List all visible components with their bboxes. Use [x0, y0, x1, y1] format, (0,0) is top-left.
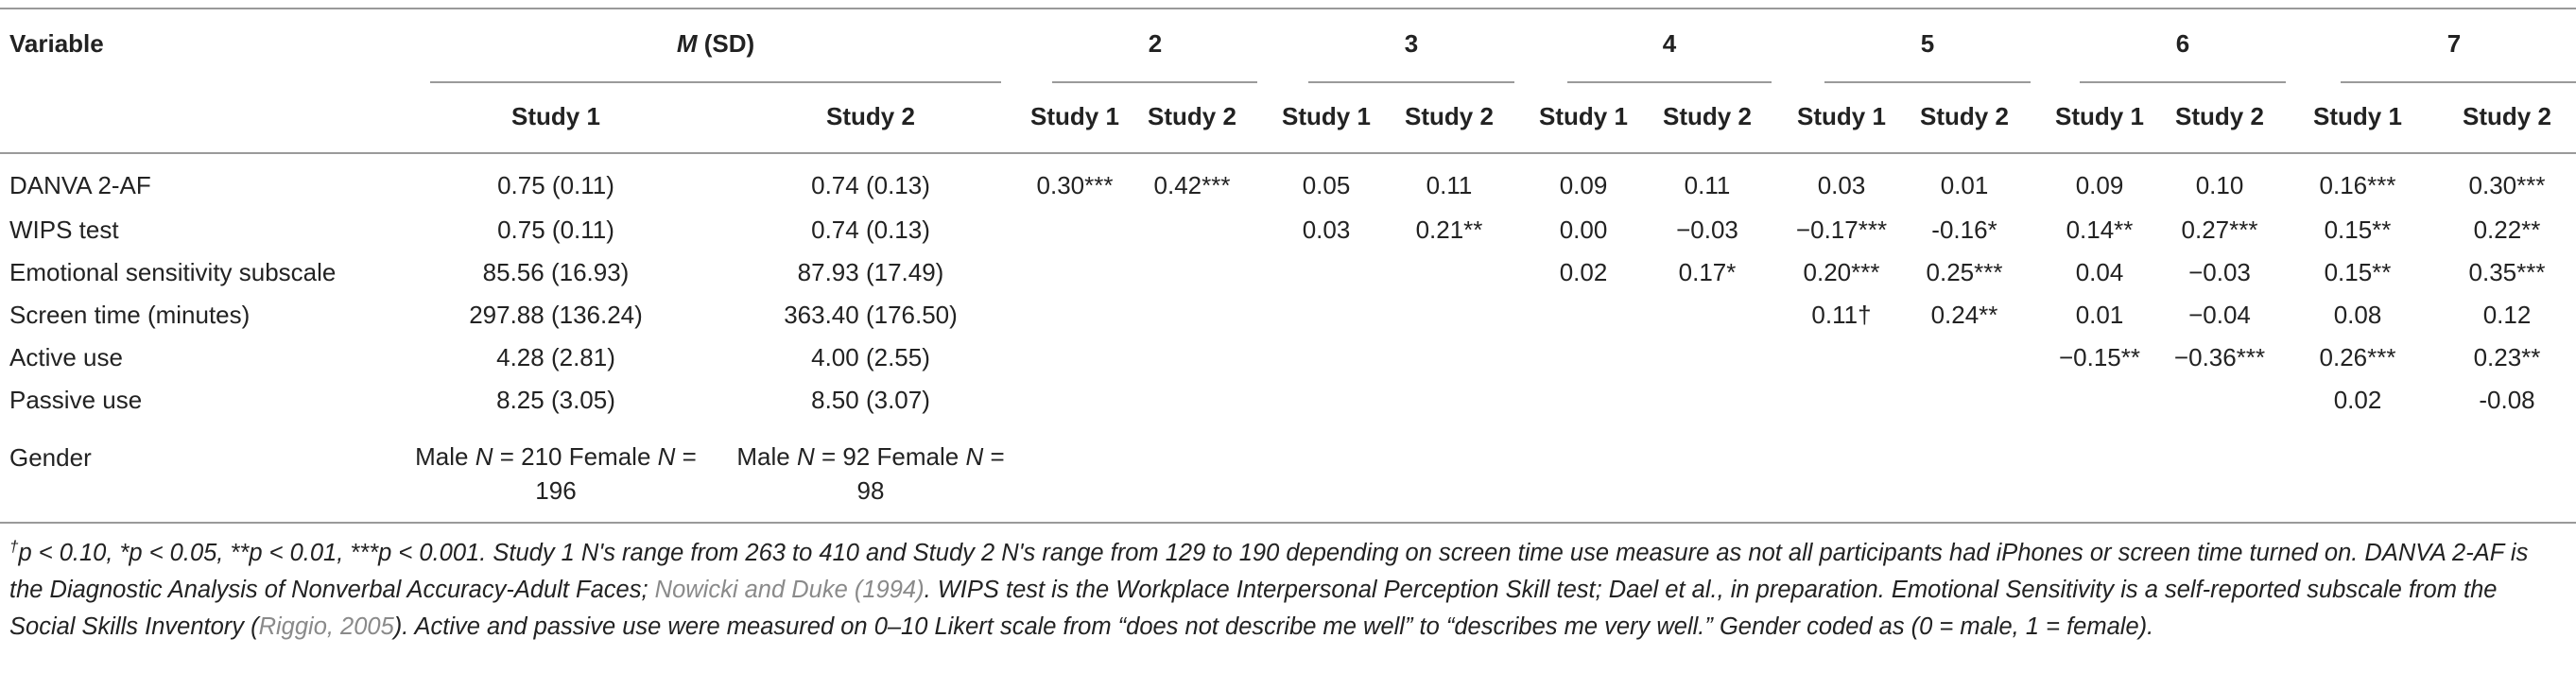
header-group-3: 3	[1404, 29, 1419, 58]
correlation-cell: 0.10	[2195, 171, 2244, 199]
correlation-cell: −0.17***	[1795, 216, 1888, 244]
correlation-cell: 0.15**	[2324, 216, 2392, 244]
mean-sd-study-2: 363.40 (176.50)	[784, 301, 958, 329]
group-6-rule	[2080, 81, 2286, 83]
footnote-ref-riggio[interactable]: Riggio, 2005	[258, 613, 394, 640]
group-5-rule	[1824, 81, 2031, 83]
correlation-cell: 0.16***	[2319, 171, 2396, 199]
header-variable: Variable	[9, 29, 104, 58]
correlation-cell: 0.26***	[2319, 343, 2396, 371]
header-study-1: Study 1	[1797, 102, 1886, 130]
mean-sd-study-2: 0.74 (0.13)	[811, 171, 930, 199]
correlation-cell: 0.11†	[1811, 301, 1872, 329]
correlation-cell: 0.21**	[1415, 216, 1483, 244]
header-group-5: 5	[1920, 29, 1935, 58]
header-study-1: Study 1	[2055, 102, 2144, 130]
correlation-cell: 0.24**	[1930, 301, 1998, 329]
correlation-cell: −0.15**	[2058, 343, 2141, 371]
correlation-cell: 0.17*	[1678, 258, 1737, 286]
header-study-2: Study 2	[1920, 102, 2009, 130]
correlation-cell: 0.12	[2482, 301, 2532, 329]
mean-sd-study-2: 8.50 (3.07)	[811, 386, 930, 414]
header-study-2: Study 2	[1405, 102, 1494, 130]
header-study-2: Study 2	[1148, 102, 1236, 130]
correlation-cell: 0.02	[2333, 386, 2382, 414]
mean-sd-study-1: 85.56 (16.93)	[482, 258, 630, 286]
row-variable: Screen time (minutes)	[9, 301, 251, 329]
group-4-rule	[1567, 81, 1772, 83]
correlation-cell: 0.42***	[1153, 171, 1231, 199]
mean-sd-study-2: 4.00 (2.55)	[811, 343, 930, 371]
correlation-cell: 0.27***	[2181, 216, 2258, 244]
header-group-7: 7	[2446, 29, 2462, 58]
header-msd: M (SD)	[676, 29, 755, 58]
row-variable: DANVA 2-AF	[9, 171, 151, 199]
correlation-cell: 0.23**	[2473, 343, 2541, 371]
row-variable-gender: Gender	[9, 443, 92, 472]
mean-sd-study-1: 4.28 (2.81)	[496, 343, 615, 371]
header-study-2: Study 2	[2463, 102, 2551, 130]
correlation-cell: 0.11	[1684, 171, 1731, 199]
correlation-cell: -0.16*	[1931, 216, 1997, 244]
correlation-cell: 0.09	[1559, 171, 1608, 199]
correlation-cell: 0.01	[2075, 301, 2124, 329]
header-study-1: Study 1	[1282, 102, 1371, 130]
mean-sd-study-1: 297.88 (136.24)	[469, 301, 643, 329]
correlation-cell: 0.35***	[2468, 258, 2546, 286]
row-variable: Active use	[9, 343, 123, 371]
correlation-cell: −0.03	[1676, 216, 1738, 244]
correlation-cell: 0.03	[1302, 216, 1351, 244]
correlation-cell: 0.01	[1940, 171, 1989, 199]
correlation-cell: 0.00	[1559, 216, 1608, 244]
group-3-rule	[1308, 81, 1514, 83]
header-study-1: Study 1	[511, 102, 600, 130]
row-variable: WIPS test	[9, 216, 119, 244]
correlation-cell: -0.08	[2479, 386, 2535, 414]
group-2-rule	[1052, 81, 1257, 83]
table-footnote: †p < 0.10, *p < 0.05, **p < 0.01, ***p <…	[9, 537, 2529, 641]
correlation-cell: 0.02	[1559, 258, 1608, 286]
correlation-cell: 0.20***	[1803, 258, 1880, 286]
header-study-2: Study 2	[2175, 102, 2264, 130]
correlation-cell: −0.04	[2188, 301, 2251, 329]
header-study-1: Study 1	[1030, 102, 1119, 130]
footnote-ref-nowicki[interactable]: Nowicki and Duke (1994)	[654, 577, 925, 603]
header-study-1: Study 1	[1539, 102, 1628, 130]
header-group-4: 4	[1662, 29, 1677, 58]
correlation-cell: 0.15**	[2324, 258, 2392, 286]
correlation-cell: −0.36***	[2173, 343, 2266, 371]
header-study-2: Study 2	[1663, 102, 1752, 130]
mean-sd-study-1: 0.75 (0.11)	[497, 171, 614, 199]
correlation-cell: 0.05	[1302, 171, 1351, 199]
row-variable: Emotional sensitivity subscale	[9, 258, 337, 286]
correlation-cell: 0.30***	[2468, 171, 2546, 199]
correlation-cell: 0.14**	[2066, 216, 2134, 244]
header-group-6: 6	[2175, 29, 2190, 58]
gender-study-1: Male N = 210 Female N = 196	[415, 442, 697, 505]
correlation-cell: 0.30***	[1036, 171, 1114, 199]
correlation-cell: 0.11	[1426, 171, 1473, 199]
correlation-cell: 0.22**	[2473, 216, 2541, 244]
table-header-rule	[0, 152, 2576, 154]
group-7-rule	[2341, 81, 2576, 83]
correlation-cell: 0.08	[2333, 301, 2382, 329]
header-study-2: Study 2	[826, 102, 915, 130]
header-group-2: 2	[1148, 29, 1163, 58]
mean-sd-study-1: 0.75 (0.11)	[497, 216, 614, 244]
header-study-1: Study 1	[2313, 102, 2402, 130]
msd-group-rule	[430, 81, 1001, 83]
correlation-cell: −0.03	[2188, 258, 2251, 286]
mean-sd-study-1: 8.25 (3.05)	[496, 386, 615, 414]
correlation-cell: 0.25***	[1926, 258, 2003, 286]
row-variable: Passive use	[9, 386, 143, 414]
correlation-cell: 0.09	[2075, 171, 2124, 199]
correlation-cell: 0.04	[2075, 258, 2124, 286]
gender-study-2: Male N = 92 Female N = 98	[736, 442, 1005, 505]
mean-sd-study-2: 0.74 (0.13)	[811, 216, 930, 244]
mean-sd-study-2: 87.93 (17.49)	[797, 258, 944, 286]
table-top-rule	[0, 8, 2576, 9]
correlation-cell: 0.03	[1817, 171, 1866, 199]
table-bottom-rule	[0, 522, 2576, 524]
